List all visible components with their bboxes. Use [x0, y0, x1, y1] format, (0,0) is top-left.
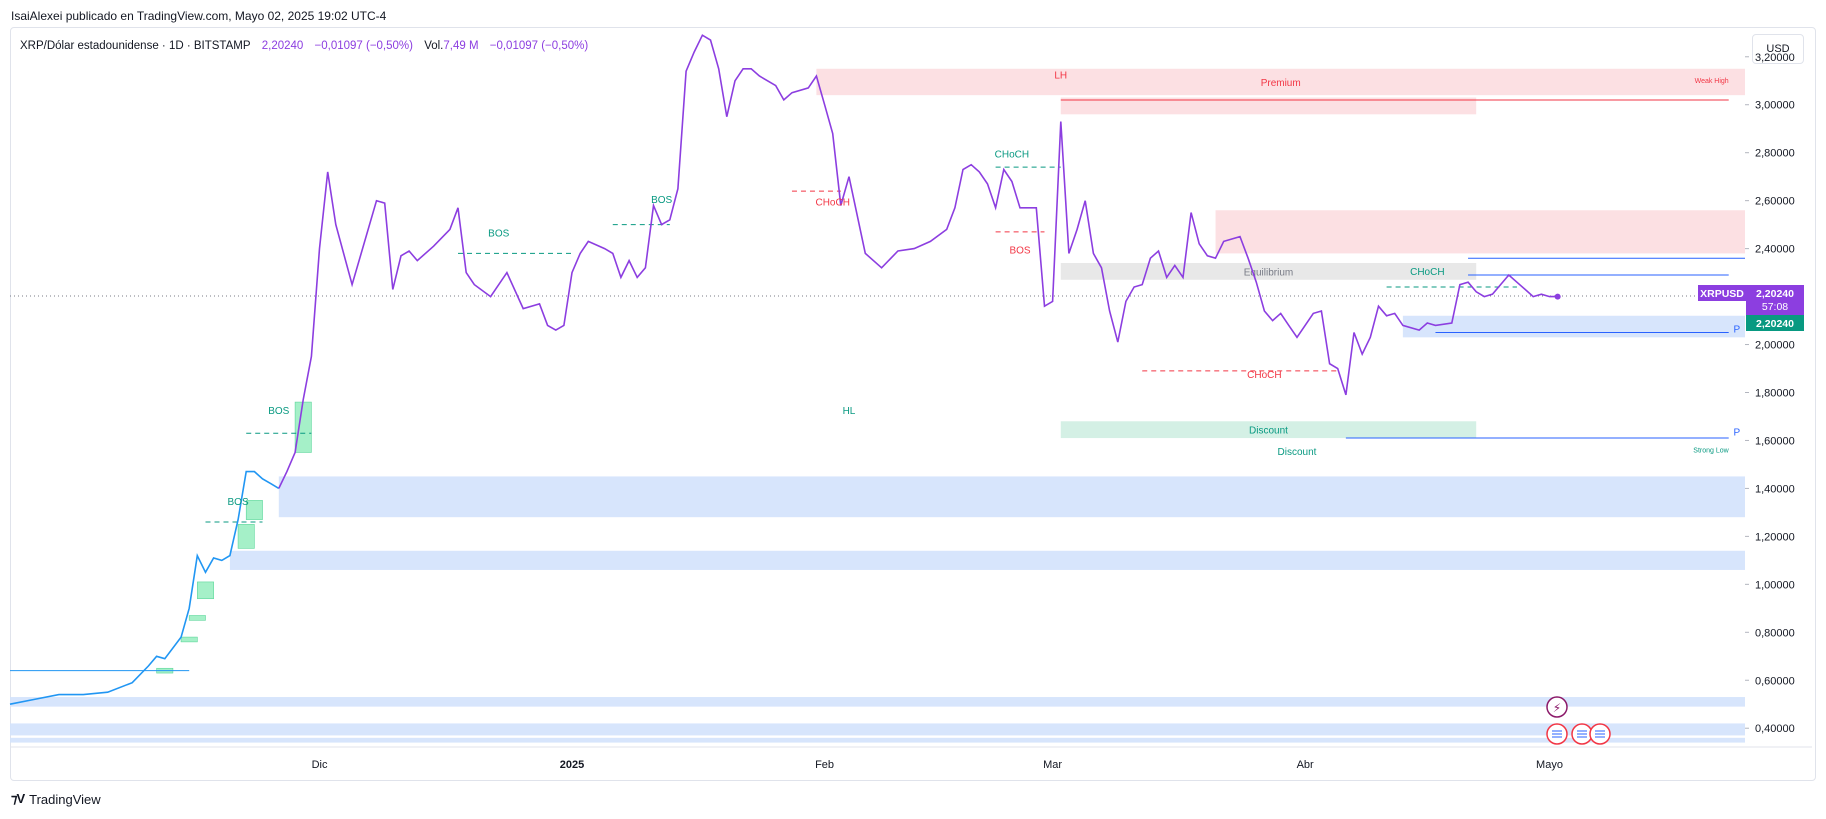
structure-label: CHoCH — [815, 197, 849, 208]
y-tick-label: 2,60000 — [1755, 196, 1795, 208]
symbol-title[interactable]: XRP/Dólar estadounidense · 1D · BITSTAMP — [20, 40, 251, 52]
x-tick-label: Mayo — [1536, 759, 1563, 771]
y-tick-label: 1,60000 — [1755, 435, 1795, 447]
structure-label: BOS — [651, 195, 672, 206]
zone-demand — [10, 737, 1745, 743]
price-badge: 2,20240 — [1756, 288, 1794, 300]
zone-premium — [1215, 210, 1745, 254]
ticker-badge: XRPUSD — [1700, 288, 1744, 300]
zone-demand — [278, 476, 1745, 518]
volume-change: −0,01097 (−0,50%) — [489, 40, 589, 52]
event-icons: ⚡ — [1546, 696, 1611, 745]
zone-premium — [816, 68, 1745, 96]
structure-label: Weak High — [1695, 78, 1729, 85]
x-tick-label: Feb — [815, 759, 834, 771]
ticker-badge-bg — [1698, 285, 1746, 301]
y-tick-label: 0,80000 — [1755, 627, 1795, 639]
structure-label: BOS — [268, 406, 289, 417]
countdown-badge: 57:08 — [1762, 301, 1788, 313]
price-line-early — [9, 470, 280, 705]
zone-label: Discount — [1249, 426, 1288, 437]
y-tick-label: 2,40000 — [1755, 244, 1795, 256]
currency-button[interactable]: USD — [1752, 34, 1804, 64]
price-badges: XRPUSD 2,20240 57:08 2,20240 — [1698, 285, 1804, 331]
lightning-icon[interactable] — [1546, 696, 1568, 718]
zone-demand — [1402, 315, 1745, 338]
y-tick-label: 3,20000 — [1755, 52, 1795, 64]
zone-demand — [10, 697, 1745, 707]
price-badge-bg — [1746, 285, 1804, 315]
zone-demand — [229, 550, 1746, 570]
flag-stripes — [1552, 730, 1605, 738]
order-block — [180, 636, 198, 643]
x-tick-label: 2025 — [560, 759, 584, 771]
structure-label: BOS — [1009, 245, 1030, 256]
brand-name: TradingView — [29, 791, 101, 807]
price-change: −0,01097 (−0,50%) — [314, 40, 413, 52]
y-tick-label: 0,40000 — [1755, 723, 1795, 735]
volume-value: 7,49 M — [443, 40, 479, 52]
y-tick-label: 0,60000 — [1755, 675, 1795, 687]
structure-label: Strong Low — [1693, 447, 1729, 454]
order-block — [197, 581, 214, 600]
structure-label: BOS — [228, 497, 249, 508]
annotations-layer: HHLHWeak HighCHoCHCHoCHBOSBOSBOSBOSBOSHL… — [228, 70, 1741, 508]
structure-label: HL — [843, 406, 856, 417]
structure-label: Discount — [1278, 447, 1317, 458]
tradingview-logo[interactable]: ⁊V TradingView — [11, 791, 101, 807]
zone-discount — [1060, 421, 1477, 439]
x-tick-label: Mar — [1043, 759, 1062, 771]
y-tick-label: 2,80000 — [1755, 148, 1795, 160]
order-block — [237, 524, 255, 549]
order-block — [245, 500, 263, 520]
volume-label: Vol. — [424, 40, 444, 52]
structure-label: CHoCH — [1247, 370, 1281, 381]
y-tick-label: 3,00000 — [1755, 100, 1795, 112]
x-tick-label: Abr — [1297, 759, 1314, 771]
structure-label: CHoCH — [1410, 267, 1444, 278]
last-price-badge: 2,20240 — [1756, 318, 1794, 330]
y-tick-label: 1,20000 — [1755, 531, 1795, 543]
structure-label: CHoCH — [995, 149, 1029, 160]
y-tick-label: 2,00000 — [1755, 340, 1795, 352]
last-price: 2,20240 — [261, 40, 304, 52]
y-tick-label: 1,80000 — [1755, 387, 1795, 399]
y-tick-label: 1,40000 — [1755, 483, 1795, 495]
chart-frame — [10, 27, 1816, 781]
structure-lines-layer — [10, 99, 1745, 672]
zones-layer: Premium Equilibrium Discount — [10, 68, 1746, 743]
symbol-legend: XRP/Dólar estadounidense · 1D · BITSTAMP… — [20, 40, 588, 52]
y-tick-label: 1,00000 — [1755, 579, 1795, 591]
zone-demand — [10, 723, 1745, 736]
price-line-layer — [9, 34, 1561, 705]
zone-premium — [1060, 97, 1477, 115]
lightning-glyph: ⚡ — [1553, 701, 1561, 715]
publisher-caption: IsaiAlexei publicado en TradingView.com,… — [11, 9, 387, 23]
zone-label: Premium — [1261, 78, 1301, 89]
structure-label: P — [1734, 325, 1741, 336]
order-block — [294, 401, 312, 453]
order-block — [188, 615, 206, 621]
structure-label: BOS — [488, 229, 509, 240]
structure-label: P — [1734, 428, 1741, 439]
price-line — [278, 34, 1558, 489]
structure-label: LH — [1054, 70, 1067, 81]
last-price-badge-bg — [1746, 315, 1804, 331]
zone-label: Equilibrium — [1244, 267, 1293, 278]
tradingview-logo-icon: ⁊V — [11, 791, 25, 806]
zone-equilibrium — [1060, 263, 1477, 280]
x-tick-label: Dic — [312, 759, 328, 771]
last-price-dot — [1554, 293, 1561, 300]
